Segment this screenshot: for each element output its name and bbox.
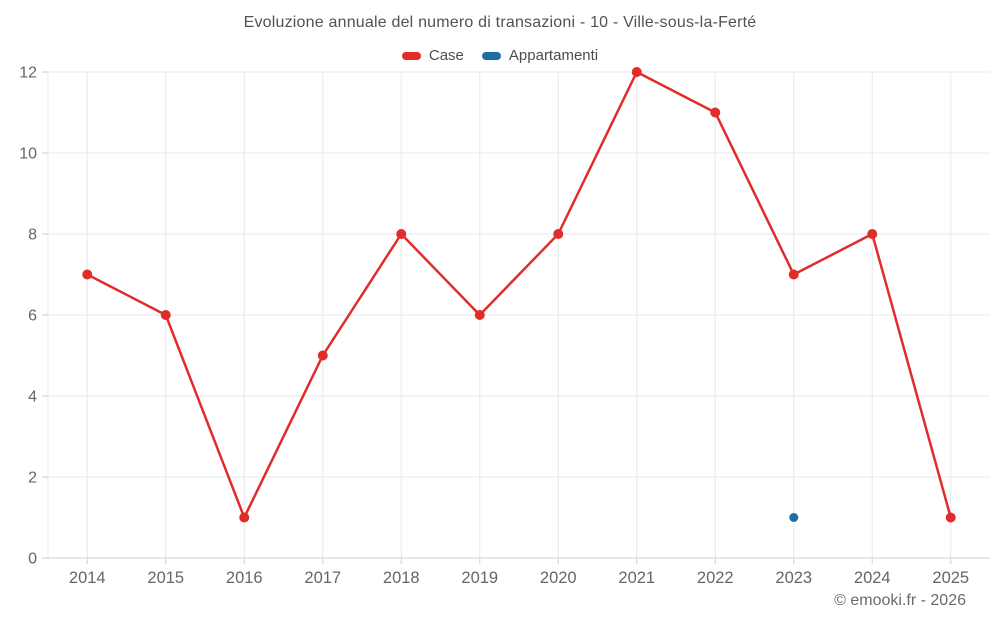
x-axis-label: 2024 xyxy=(854,569,891,587)
x-axis-label: 2023 xyxy=(775,569,812,587)
chart-legend: Case Appartamenti xyxy=(0,47,1000,64)
data-point-case-2015[interactable] xyxy=(160,310,171,320)
case-series-swatch-icon xyxy=(401,51,421,60)
x-axis-label: 2018 xyxy=(383,569,420,587)
data-point-case-2014[interactable] xyxy=(82,269,93,280)
data-point-case-2025[interactable] xyxy=(945,512,956,523)
data-point-case-2019[interactable] xyxy=(474,310,485,320)
legend-item-case[interactable]: Case xyxy=(401,47,464,64)
legend-label-case: Case xyxy=(428,47,464,64)
x-axis-label: 2017 xyxy=(304,569,341,587)
data-point-appartamenti-2023[interactable] xyxy=(789,513,799,522)
x-axis-label: 2025 xyxy=(932,569,969,587)
data-point-case-2023[interactable] xyxy=(788,269,799,280)
data-point-case-2018[interactable] xyxy=(396,229,407,239)
data-point-case-2017[interactable] xyxy=(317,350,328,361)
data-point-case-2020[interactable] xyxy=(553,229,564,239)
axes xyxy=(42,71,990,564)
legend-label-appartamenti: Appartamenti xyxy=(508,47,599,64)
x-axis-label: 2016 xyxy=(226,569,263,587)
data-point-case-2024[interactable] xyxy=(867,229,878,239)
legend-item-appartamenti[interactable]: Appartamenti xyxy=(481,47,599,64)
series xyxy=(82,67,956,523)
y-axis-label: 8 xyxy=(28,227,37,244)
y-axis-label: 4 xyxy=(28,389,37,406)
x-axis-label: 2020 xyxy=(540,569,577,587)
y-axis-label: 0 xyxy=(28,551,37,568)
gridlines xyxy=(47,71,990,558)
x-axis-label: 2015 xyxy=(147,569,184,587)
series-case xyxy=(82,67,956,523)
data-point-case-2021[interactable] xyxy=(631,67,642,77)
x-axis-label: 2021 xyxy=(618,569,655,587)
x-axis-label: 2022 xyxy=(697,569,734,587)
x-axis-label: 2014 xyxy=(69,569,106,587)
x-axis-label: 2019 xyxy=(461,569,498,587)
appartamenti-series-swatch-icon xyxy=(481,51,501,60)
chart-title: Evoluzione annuale del numero di transaz… xyxy=(243,14,757,31)
footer-credit: © emooki.fr - 2026 xyxy=(834,592,966,609)
data-point-case-2022[interactable] xyxy=(710,107,721,118)
data-point-case-2016[interactable] xyxy=(239,512,250,523)
series-appartamenti xyxy=(789,513,799,522)
y-axis-label: 6 xyxy=(28,308,37,325)
y-axis-label: 2 xyxy=(28,470,37,487)
y-axis-label: 12 xyxy=(19,65,37,82)
y-axis-label: 10 xyxy=(19,146,37,163)
axis-labels: 0 2 4 6 8 10 12 2014 2015 2016 2017 2018 2019 2020 202… xyxy=(19,65,969,588)
